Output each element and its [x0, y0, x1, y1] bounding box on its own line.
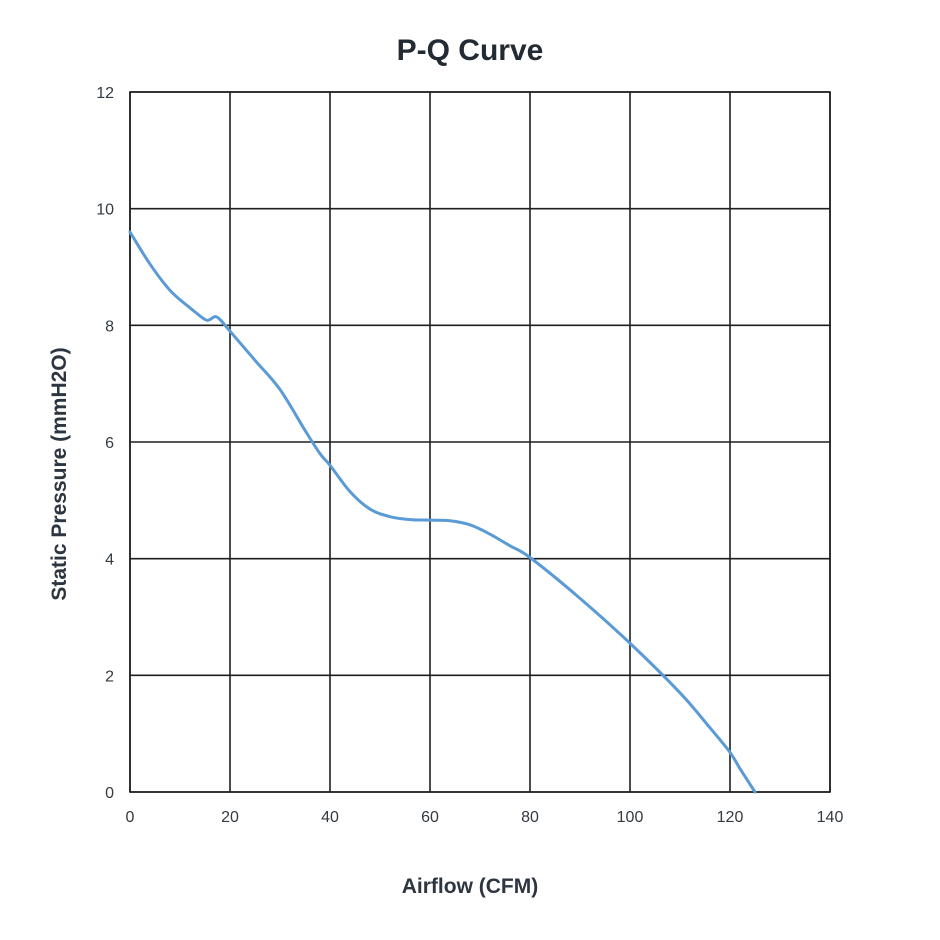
series-line: [128, 230, 757, 794]
x-tick-labels: 0 20 40 60 80 100 120 140: [126, 809, 844, 826]
x-tick-label: 0: [126, 809, 135, 826]
x-tick-label: 100: [617, 809, 644, 826]
y-tick-label: 6: [105, 435, 114, 452]
y-tick-label: 0: [105, 785, 114, 802]
y-tick-label: 8: [105, 318, 114, 335]
x-tick-label: 60: [421, 809, 439, 826]
grid-lines: [129, 91, 831, 793]
y-tick-label: 4: [105, 552, 114, 569]
x-tick-label: 120: [717, 809, 744, 826]
y-tick-label: 2: [105, 668, 114, 685]
x-tick-label: 140: [817, 809, 844, 826]
y-tick-label: 12: [96, 85, 114, 102]
y-tick-labels: 0 2 4 6 8 10 12: [96, 85, 114, 802]
chart-title: P-Q Curve: [397, 34, 544, 67]
x-tick-label: 20: [221, 809, 239, 826]
x-tick-label: 80: [521, 809, 539, 826]
y-tick-label: 10: [96, 202, 114, 219]
x-axis-label: Airflow (CFM): [402, 875, 538, 898]
plot-frame: [129, 91, 831, 793]
x-tick-label: 40: [321, 809, 339, 826]
y-axis-label: Static Pressure (mmH2O): [48, 347, 71, 600]
